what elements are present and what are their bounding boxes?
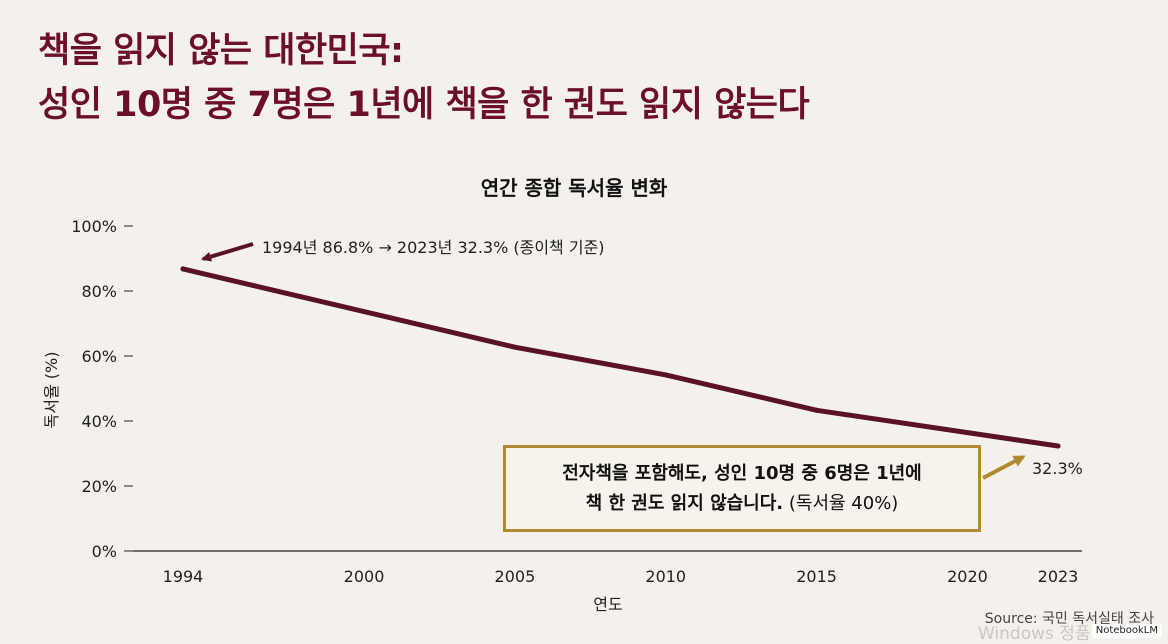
os-watermark: Windows 정품	[978, 624, 1091, 644]
data-point	[180, 266, 186, 272]
x-tick-label: 2015	[796, 567, 837, 586]
y-tick-label: 60%	[81, 347, 117, 366]
callout-line1: 전자책을 포함해도, 성인 10명 중 6명은 1년에	[562, 462, 922, 484]
y-axis-label: 독서율 (%)	[42, 352, 61, 429]
headline-line2: 성인 10명 중 7명은 1년에 책을 한 권도 읽지 않는다	[38, 85, 810, 125]
y-tick-label: 0%	[92, 542, 117, 561]
data-point	[1055, 443, 1061, 449]
headline: 책을 읽지 않는 대한민국: 성인 10명 중 7명은 1년에 책을 한 권도 …	[38, 24, 810, 132]
callout-arrow	[982, 455, 1026, 480]
headline-line1: 책을 읽지 않는 대한민국:	[38, 31, 404, 71]
end-value-label: 32.3%	[1032, 459, 1083, 478]
notebooklm-badge: NotebookLM	[1091, 624, 1162, 638]
x-axis-label: 연도	[593, 595, 622, 614]
data-point	[814, 407, 820, 413]
data-point	[663, 372, 669, 378]
y-tick-label: 20%	[81, 477, 117, 496]
x-tick-label: 2020	[947, 567, 988, 586]
x-tick-label: 2005	[495, 567, 536, 586]
y-tick-label: 100%	[71, 217, 117, 236]
annotation-arrow	[201, 242, 254, 262]
y-tick-label: 40%	[81, 412, 117, 431]
y-tick-label: 80%	[81, 282, 117, 301]
source-note: Source: 국민 독서실태 조사	[984, 611, 1154, 627]
x-tick-label: 2023	[1038, 567, 1079, 586]
chart-title: 연간 종합 독서율 변화	[481, 176, 668, 200]
x-tick-label: 2010	[645, 567, 686, 586]
data-point	[512, 344, 518, 350]
series-line-reading-rate	[180, 266, 1061, 449]
callout-line2: 책 한 권도 읽지 않습니다. (독서율 40%)	[585, 492, 899, 514]
x-tick-label: 1994	[163, 567, 204, 586]
annotation-top: 1994년 86.8% → 2023년 32.3% (종이책 기준)	[262, 238, 605, 257]
x-tick-label: 2000	[344, 567, 385, 586]
callout-box: 전자책을 포함해도, 성인 10명 중 6명은 1년에 책 한 권도 읽지 않습…	[503, 445, 981, 532]
